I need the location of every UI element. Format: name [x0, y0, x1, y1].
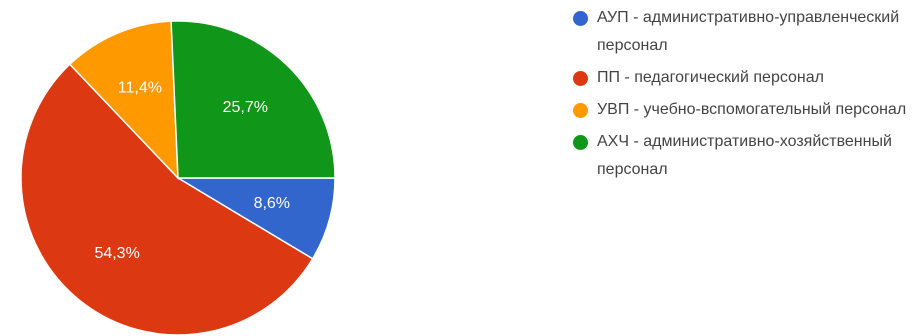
legend-swatch-pp — [573, 71, 588, 86]
pie-slice-ahch[interactable] — [170, 20, 336, 179]
pie-slice-label-aup: 8,6% — [254, 195, 290, 212]
pie-slices — [20, 20, 336, 336]
legend-item-ahch[interactable]: АХЧ - административно-хозяйственный перс… — [573, 132, 918, 184]
pie-slice-labels: 8,6% 54,3% 11,4% 25,7% — [94, 80, 290, 263]
pie-slice-pp[interactable] — [20, 63, 314, 336]
legend-label-ahch: АХЧ - административно-хозяйственный перс… — [597, 133, 892, 178]
legend-item-aup[interactable]: АУП - административно-управленческий пер… — [573, 8, 918, 60]
legend: АУП - административно-управленческий пер… — [573, 8, 918, 192]
legend-label-pp: ПП - педагогический персонал — [597, 69, 824, 86]
pie-slice-aup[interactable] — [175, 177, 336, 260]
legend-label-uvp: УВП - учебно-вспомогательный персонал — [597, 101, 907, 118]
legend-swatch-aup — [573, 11, 588, 26]
legend-swatch-ahch — [573, 135, 588, 150]
pie-slice-label-ahch: 25,7% — [223, 99, 268, 116]
legend-item-uvp[interactable]: УВП - учебно-вспомогательный персонал — [573, 100, 918, 124]
legend-item-pp[interactable]: ПП - педагогический персонал — [573, 68, 918, 92]
pie-slice-uvp[interactable] — [68, 20, 179, 180]
pie-slice-label-uvp: 11,4% — [118, 80, 162, 97]
legend-label-aup: АУП - административно-управленческий пер… — [597, 9, 900, 54]
legend-swatch-uvp — [573, 103, 588, 118]
pie-slice-label-pp: 54,3% — [94, 245, 139, 262]
